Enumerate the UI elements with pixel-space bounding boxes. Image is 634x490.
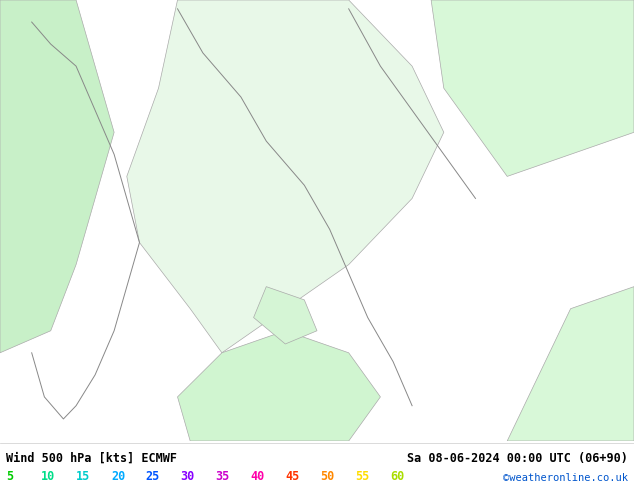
- Text: Sa 08-06-2024 00:00 UTC (06+90): Sa 08-06-2024 00:00 UTC (06+90): [407, 452, 628, 465]
- Text: 25: 25: [146, 469, 160, 483]
- Text: 60: 60: [390, 469, 404, 483]
- Polygon shape: [178, 331, 380, 441]
- Text: 20: 20: [111, 469, 125, 483]
- Text: ©weatheronline.co.uk: ©weatheronline.co.uk: [503, 473, 628, 483]
- Text: 35: 35: [216, 469, 230, 483]
- Text: 45: 45: [285, 469, 299, 483]
- Polygon shape: [0, 0, 114, 353]
- Text: Wind 500 hPa [kts] ECMWF: Wind 500 hPa [kts] ECMWF: [6, 452, 178, 465]
- Polygon shape: [254, 287, 317, 344]
- Text: 50: 50: [320, 469, 334, 483]
- Text: 15: 15: [76, 469, 90, 483]
- Text: 30: 30: [181, 469, 195, 483]
- Text: 40: 40: [250, 469, 264, 483]
- Polygon shape: [127, 0, 444, 353]
- Text: 5: 5: [6, 469, 13, 483]
- Polygon shape: [507, 287, 634, 441]
- Text: 10: 10: [41, 469, 55, 483]
- Polygon shape: [431, 0, 634, 176]
- Text: 55: 55: [355, 469, 369, 483]
